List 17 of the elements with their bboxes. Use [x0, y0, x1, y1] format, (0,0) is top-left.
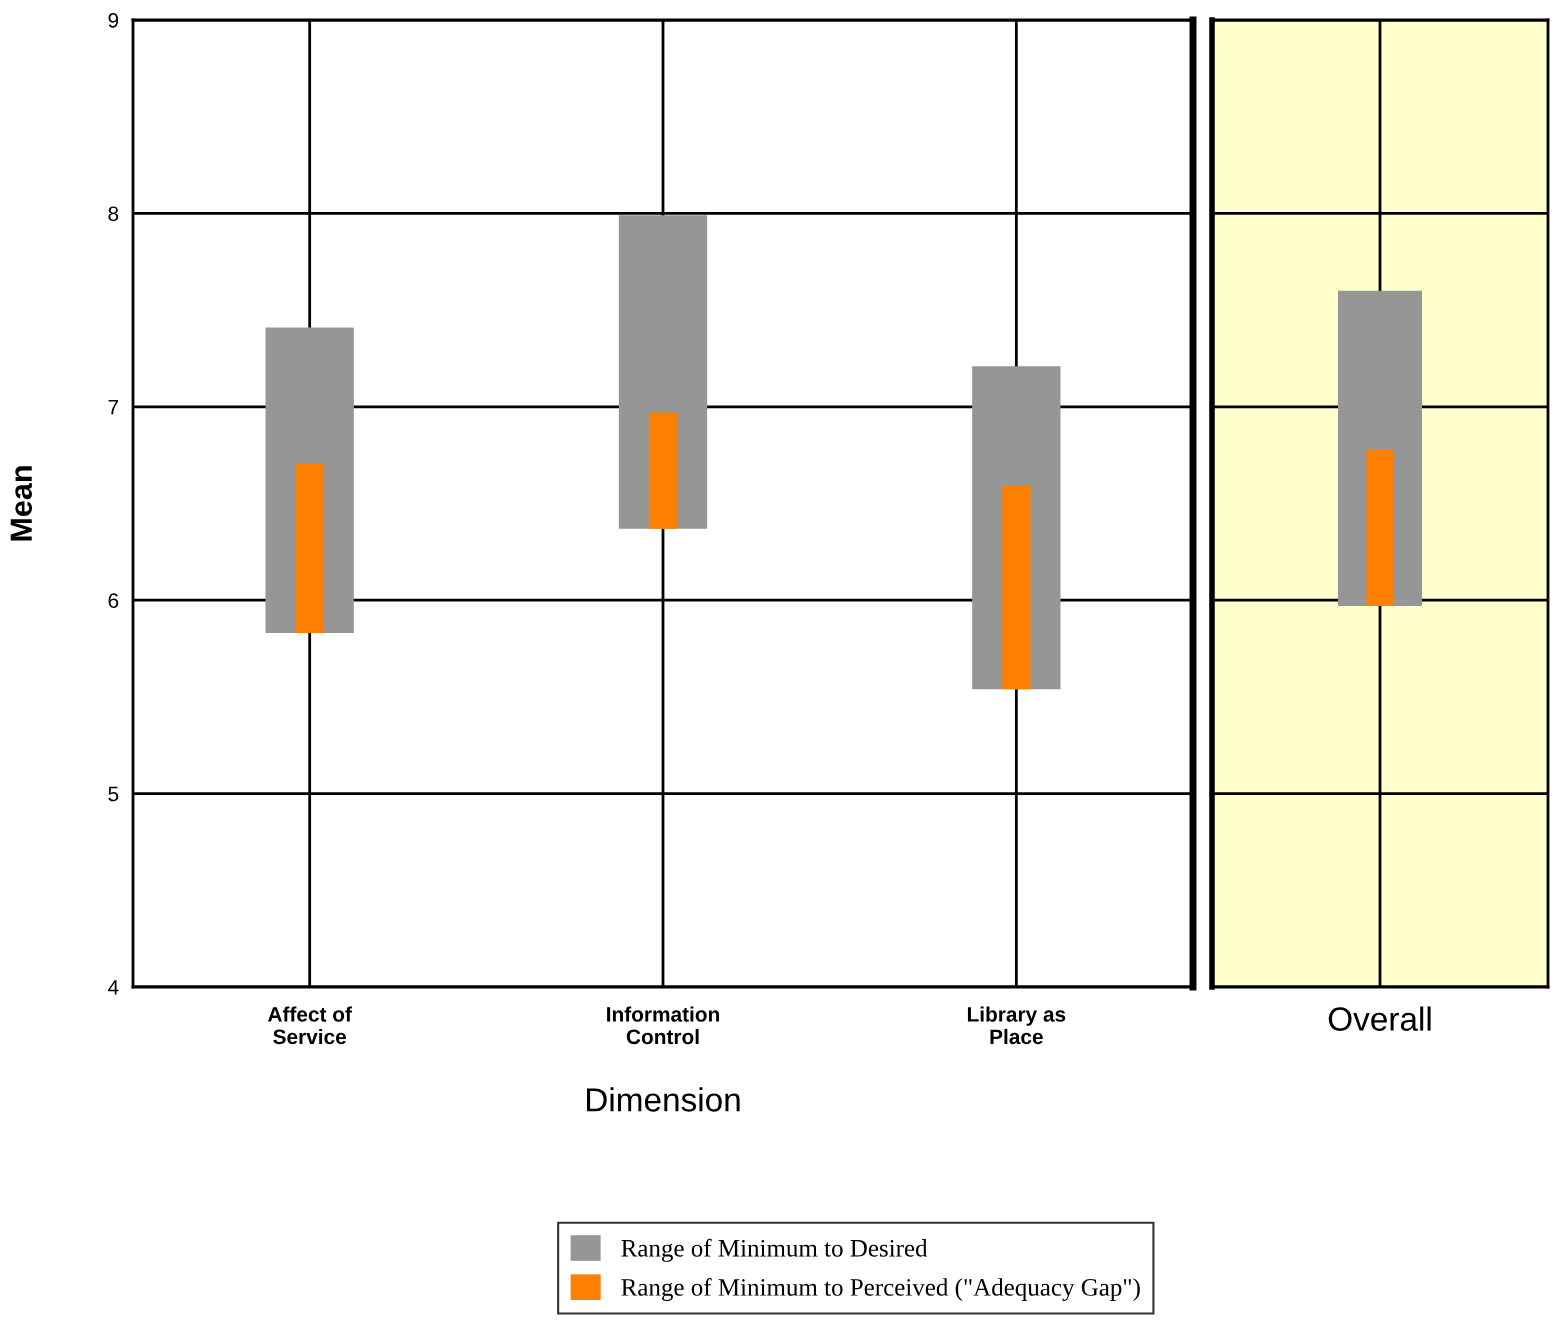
bar: [295, 462, 324, 634]
x-tick-label: Affect of Service: [267, 1006, 352, 1045]
y-axis-title: Mean: [10, 466, 33, 541]
y-tick-label: 6: [108, 593, 119, 608]
x-tick-label: Information Control: [607, 1006, 719, 1045]
x-tick-label: Library as Place: [967, 1006, 1066, 1045]
bar: [1002, 486, 1031, 690]
y-tick-label: 9: [108, 13, 119, 28]
x-tick-label: Overall: [1328, 1006, 1431, 1031]
y-tick-label: 4: [108, 980, 119, 995]
y-tick-label: 8: [108, 206, 119, 222]
x-axis-title: Dimension: [587, 1087, 740, 1112]
legend-label: Range of Minimum to Desired: [621, 1238, 928, 1262]
bar: [648, 412, 678, 529]
y-tick-label: 5: [108, 786, 119, 802]
legend-label: Range of Minimum to Perceived ("Adequacy Gap"): [621, 1278, 1140, 1301]
y-tick-label: 7: [108, 400, 119, 415]
